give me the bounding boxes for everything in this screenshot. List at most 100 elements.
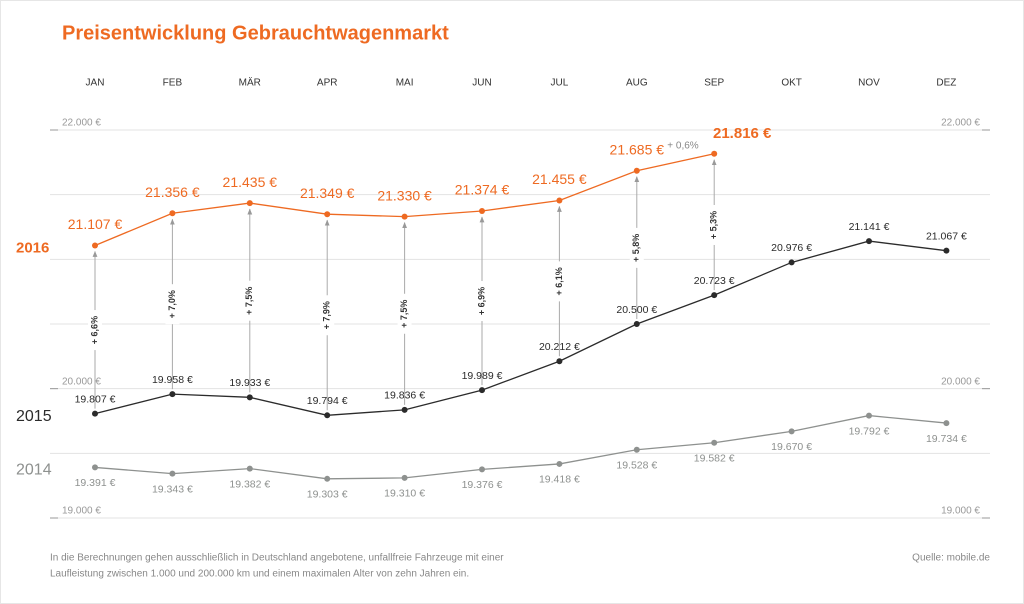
change-label: + 6,1%: [554, 267, 564, 295]
series-label: 2014: [16, 462, 52, 479]
data-point: [866, 238, 872, 245]
source: Quelle: mobile.de: [912, 553, 990, 564]
change-label: + 5,3%: [709, 211, 719, 239]
footnote: Laufleistung zwischen 1.000 und 200.000 …: [50, 569, 469, 580]
data-point: [169, 470, 176, 477]
data-label: 19.391 €: [75, 477, 116, 489]
data-label: 20.212 €: [539, 341, 580, 353]
data-point: [633, 321, 640, 327]
data-point: [169, 391, 176, 398]
data-label: 20.500 €: [616, 304, 657, 316]
data-point: [556, 460, 563, 467]
change-label-bg: [88, 310, 102, 351]
x-tick-label: SEP: [704, 78, 724, 89]
data-point: [633, 446, 640, 453]
data-point: [324, 475, 331, 482]
data-label: 21.374 €: [455, 182, 510, 198]
data-label: 19.303 €: [307, 489, 348, 501]
data-point: [401, 474, 408, 481]
data-point: [324, 412, 331, 419]
data-label: 19.382 €: [229, 478, 270, 490]
data-point: [401, 213, 408, 220]
data-point: [92, 464, 98, 471]
data-label: 21.067 €: [926, 230, 967, 242]
x-tick-label: DEZ: [936, 78, 956, 89]
series-label: 2016: [16, 239, 49, 256]
change-label-bg: [475, 281, 489, 322]
annotation: + 0,6%: [667, 141, 699, 152]
data-label: 19.310 €: [384, 488, 425, 500]
data-label: 21.356 €: [145, 184, 200, 200]
data-point: [788, 259, 795, 266]
data-point: [943, 247, 950, 254]
data-point: [246, 465, 253, 472]
data-point: [479, 387, 485, 394]
y-tick-label: 22.000 €: [62, 118, 101, 129]
data-label: 19.807 €: [75, 393, 116, 405]
data-label: 19.343 €: [152, 483, 193, 495]
data-point: [92, 242, 98, 249]
footnote: In die Berechnungen gehen ausschließlich…: [50, 553, 504, 564]
data-point: [479, 207, 485, 214]
change-label-bg: [397, 293, 412, 334]
data-label: 19.989 €: [462, 370, 503, 382]
data-point: [324, 211, 331, 218]
x-tick-label: FEB: [163, 78, 183, 89]
data-point: [633, 167, 640, 174]
change-label: + 7,5%: [399, 300, 409, 328]
data-point: [556, 358, 563, 365]
change-label: + 7,0%: [167, 290, 177, 318]
y-tick-label: 22.000 €: [941, 118, 980, 129]
change-label-bg: [242, 280, 257, 321]
data-point: [711, 150, 718, 157]
data-label: 19.418 €: [539, 474, 580, 486]
data-label: 20.723 €: [694, 275, 735, 287]
data-point: [711, 292, 718, 299]
x-tick-label: MÄR: [239, 77, 261, 89]
x-tick-label: JAN: [86, 78, 105, 89]
series-line: [94, 240, 947, 416]
data-label: 21.349 €: [300, 185, 355, 201]
data-label: 19.734 €: [926, 433, 967, 445]
data-label: 19.792 €: [849, 425, 890, 437]
y-tick-label: 19.000 €: [62, 506, 101, 517]
change-label: + 6,6%: [89, 316, 99, 344]
data-label: 21.816 €: [713, 125, 772, 142]
data-point: [401, 406, 408, 413]
data-point: [92, 410, 98, 417]
change-label: + 6,9%: [476, 287, 486, 315]
data-label: 21.685 €: [610, 141, 665, 157]
data-point: [169, 210, 176, 217]
change-label: + 7,5%: [244, 287, 254, 315]
series-label: 2015: [16, 408, 52, 425]
data-label: 21.141 €: [849, 221, 890, 233]
data-label: 19.670 €: [771, 441, 812, 453]
data-point: [788, 428, 795, 435]
y-tick-label: 20.000 €: [62, 376, 101, 387]
data-point: [556, 197, 563, 204]
data-point: [246, 394, 253, 401]
chart-title: Preisentwicklung Gebrauchtwagenmarkt: [62, 22, 449, 44]
series-line: [94, 414, 947, 480]
data-label: 19.836 €: [384, 390, 425, 402]
data-label: 19.582 €: [694, 453, 735, 465]
change-label-bg: [707, 204, 722, 245]
x-tick-label: JUN: [472, 78, 491, 89]
x-tick-label: NOV: [858, 78, 880, 89]
data-label: 19.794 €: [307, 395, 348, 407]
data-label: 21.107 €: [68, 216, 123, 232]
data-point: [943, 420, 950, 427]
data-point: [866, 412, 872, 419]
data-point: [479, 466, 485, 473]
data-label: 21.330 €: [377, 187, 432, 203]
change-label: + 5,8%: [631, 234, 641, 262]
x-tick-label: AUG: [626, 78, 648, 89]
change-label-bg: [629, 227, 644, 268]
y-tick-label: 19.000 €: [941, 506, 980, 517]
x-tick-label: MAI: [396, 78, 414, 89]
change-label: + 7,9%: [322, 301, 332, 329]
x-tick-label: JUL: [551, 78, 569, 89]
change-label-bg: [165, 284, 180, 325]
